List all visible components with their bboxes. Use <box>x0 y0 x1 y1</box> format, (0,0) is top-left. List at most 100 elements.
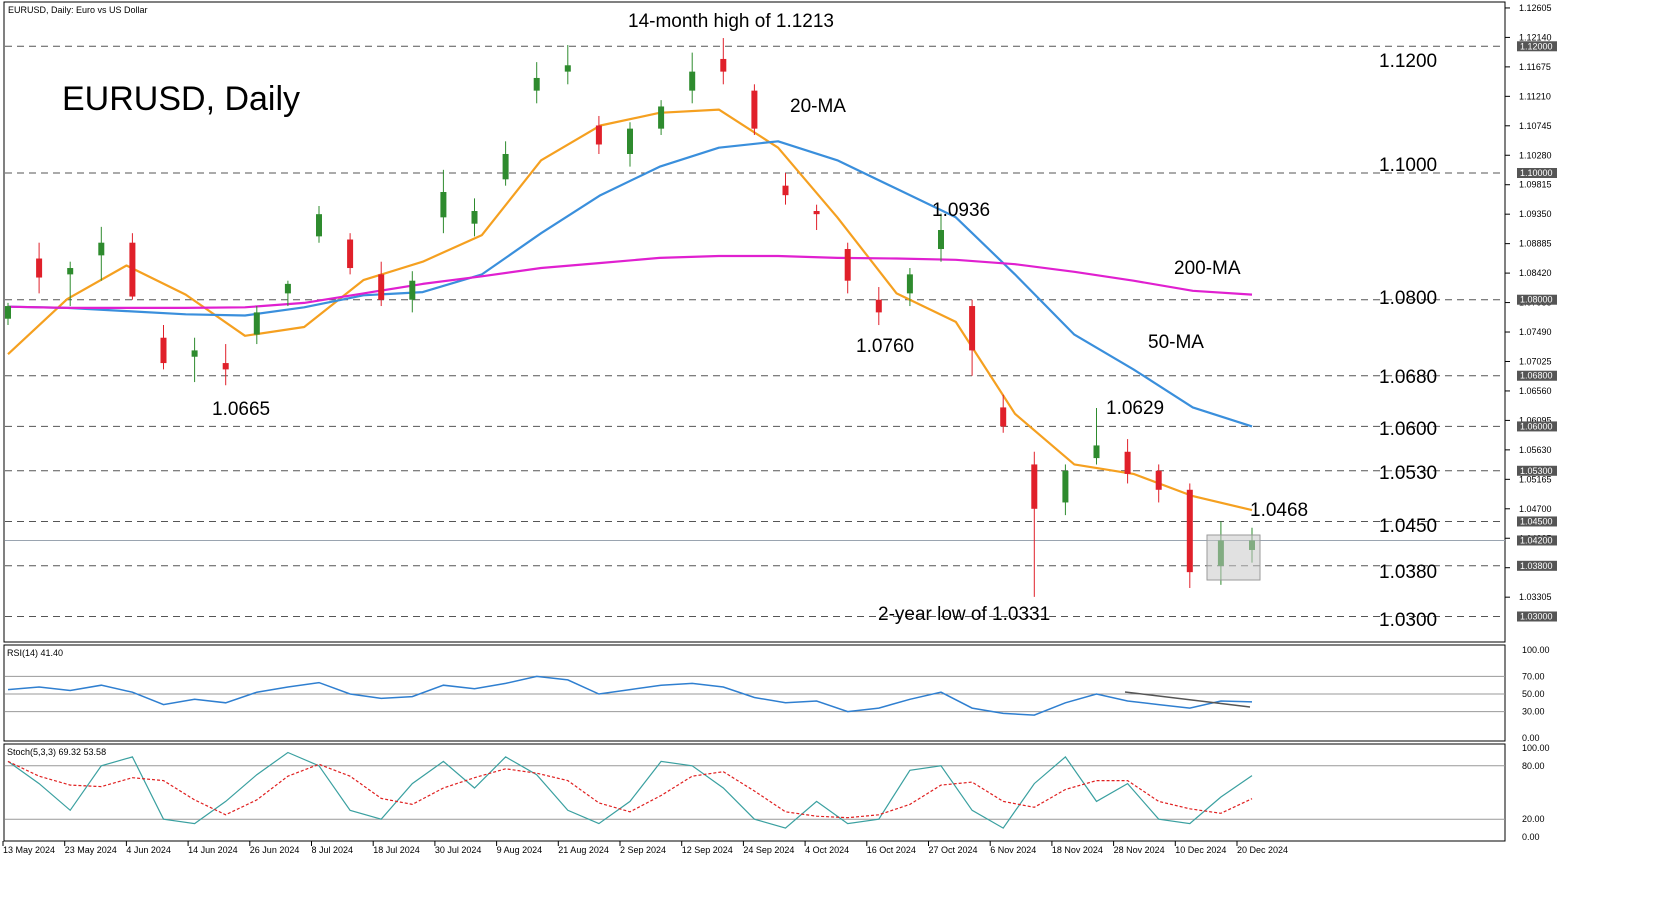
level-label-3: 1.0800 <box>1379 288 1437 309</box>
price-tag-bg <box>1517 41 1557 52</box>
date-tick-label: 24 Sep 2024 <box>743 845 794 855</box>
date-tick-label: 21 Aug 2024 <box>558 845 609 855</box>
date-tick-label: 8 Jul 2024 <box>312 845 354 855</box>
rsi-line <box>7 675 1253 716</box>
rsi-panel-frame <box>3 644 1506 742</box>
panel-tick-label: 100.00 <box>1522 645 1550 655</box>
price-tick-label: 1.05630 <box>1519 445 1552 455</box>
date-tick-label: 26 Jun 2024 <box>250 845 300 855</box>
price-tick-label: 1.08420 <box>1519 268 1552 278</box>
annotation-ma200: 200-MA <box>1174 258 1241 279</box>
candle-body <box>658 106 665 129</box>
panel-tick-label: 100.00 <box>1522 743 1550 753</box>
candles <box>5 38 1255 597</box>
price-tick-label: 1.09350 <box>1519 209 1552 219</box>
candle-body <box>253 312 260 335</box>
candle-body <box>938 230 944 250</box>
panel-tick-label: 0.00 <box>1522 733 1540 743</box>
rsi-axis: 100.00 70.00 50.00 30.00 0.00 <box>1522 645 1550 743</box>
candle-body <box>36 258 43 278</box>
price-tag-bg <box>1517 167 1557 178</box>
annotation-1-0468: 1.0468 <box>1250 500 1308 521</box>
date-tick-label: 12 Sep 2024 <box>682 845 733 855</box>
candle-body <box>751 90 758 129</box>
price-panel-frame <box>3 1 1506 643</box>
candle-body <box>98 242 105 256</box>
price-tag-label: 1.06800 <box>1520 371 1553 381</box>
date-tick-label: 9 Aug 2024 <box>497 845 543 855</box>
candle-body <box>844 249 851 281</box>
candle-body <box>969 306 976 351</box>
price-axis: 1.12605 1.12140 1.11675 1.11210 1.10745 1.102… <box>1505 3 1557 622</box>
price-tick-label: 1.07490 <box>1519 327 1552 337</box>
date-tick-label: 4 Oct 2024 <box>805 845 849 855</box>
level-label-8: 1.0380 <box>1379 562 1437 583</box>
panel-tick-label: 70.00 <box>1522 671 1545 681</box>
date-tick-label: 28 Nov 2024 <box>1114 845 1165 855</box>
price-tag-label: 1.03000 <box>1520 611 1553 621</box>
candle-body <box>67 268 74 275</box>
date-tick-label: 20 Dec 2024 <box>1237 845 1288 855</box>
level-label-1: 1.1200 <box>1379 51 1437 72</box>
ma-line-1 <box>7 140 1253 428</box>
candle-body <box>564 65 571 72</box>
candle-body <box>409 280 416 300</box>
price-tick-label: 1.09815 <box>1519 180 1552 190</box>
date-tick-label: 16 Oct 2024 <box>867 845 916 855</box>
level-label-2: 1.1000 <box>1379 155 1437 176</box>
annotation-high: 14-month high of 1.1213 <box>628 11 834 32</box>
level-label-6: 1.0530 <box>1379 463 1437 484</box>
price-tag-bg <box>1517 516 1557 527</box>
price-tag-label: 1.04500 <box>1520 516 1553 526</box>
annotation-1-0665: 1.0665 <box>212 399 270 420</box>
candle-body <box>875 299 882 313</box>
candle-body <box>5 306 11 319</box>
candle-body <box>1000 407 1007 427</box>
price-tick-label: 1.08885 <box>1519 239 1552 249</box>
price-tick-label: 1.11675 <box>1519 62 1551 72</box>
candle-body <box>1031 464 1038 509</box>
candle-body <box>222 363 229 370</box>
candle-body <box>160 337 167 364</box>
date-tick-label: 10 Dec 2024 <box>1175 845 1226 855</box>
panel-tick-label: 20.00 <box>1522 814 1545 824</box>
annotation-1-0936: 1.0936 <box>932 200 990 221</box>
candle-body <box>191 350 198 357</box>
panel-tick-label: 50.00 <box>1522 689 1545 699</box>
price-tag-bg <box>1517 535 1557 546</box>
price-tick-label: 1.04700 <box>1519 504 1552 514</box>
chart-title: EURUSD, Daily <box>62 80 300 118</box>
consolidation-box <box>1206 534 1261 581</box>
candle-body <box>378 274 385 300</box>
date-tick-label: 30 Jul 2024 <box>435 845 482 855</box>
stoch-axis: 100.00 80.00 20.00 0.00 <box>1522 743 1550 842</box>
candle-body <box>284 283 291 294</box>
price-tick-label: 1.06095 <box>1519 415 1552 425</box>
candle-body <box>627 128 633 154</box>
panel-tick-label: 80.00 <box>1522 761 1545 771</box>
candle-body <box>471 211 478 224</box>
candle-body <box>1062 470 1069 503</box>
date-tick-label: 14 Jun 2024 <box>188 845 238 855</box>
price-tick-label: 1.12605 <box>1519 3 1552 13</box>
stoch-signal-line <box>7 760 1253 819</box>
annotation-ma20: 20-MA <box>790 96 846 117</box>
annotation-ma50: 50-MA <box>1148 332 1204 353</box>
annotation-2y-low: 2-year low of 1.0331 <box>878 604 1050 625</box>
price-tag-label: 1.10000 <box>1520 168 1553 178</box>
price-tick-label: 1.06560 <box>1519 386 1552 396</box>
candle-body <box>1093 445 1100 459</box>
panel-tick-label: 0.00 <box>1522 832 1540 842</box>
panel-tick-label: 30.00 <box>1522 707 1545 717</box>
candle-body <box>440 192 447 218</box>
candle-body <box>502 153 509 180</box>
candle-body <box>595 125 602 145</box>
candle-body <box>1155 470 1162 490</box>
level-label-7: 1.0450 <box>1379 516 1437 537</box>
price-tag-label: 1.03800 <box>1520 561 1553 571</box>
price-tag-label: 1.06000 <box>1520 421 1553 431</box>
price-tag-bg <box>1517 370 1557 381</box>
price-tag-label: 1.12000 <box>1520 41 1553 51</box>
date-tick-label: 13 May 2024 <box>3 845 55 855</box>
